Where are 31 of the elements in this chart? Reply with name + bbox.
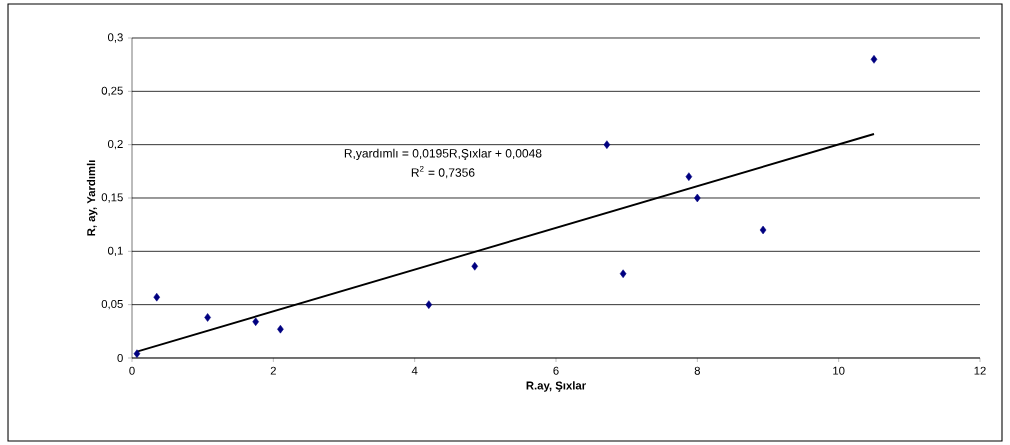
x-tick-label: 12 (974, 366, 986, 375)
y-tick-label: 0,25 (101, 86, 123, 96)
point (759, 225, 767, 235)
y-tick-label: 0,3 (107, 33, 123, 43)
annotation: R$^{2}$ = 0,7356 (411, 165, 475, 179)
point (153, 292, 161, 302)
point (694, 193, 701, 203)
point (425, 300, 433, 309)
x-tick-label: 10 (833, 366, 845, 375)
y-tick-label: 0,15 (101, 193, 123, 203)
point (133, 349, 141, 358)
y-tick-label: 0 (117, 353, 123, 362)
x-tick-label: 0 (129, 366, 135, 375)
point (252, 317, 259, 326)
point (471, 261, 479, 271)
y-tick-label: 0,2 (107, 139, 123, 150)
y-tick-label: 0,1 (107, 246, 123, 256)
point (204, 313, 211, 322)
point (685, 172, 693, 181)
annotation: R,yardımlı = 0,0195R,Şıxlar + 0,0048 (344, 148, 542, 161)
x-tick-label: 6 (553, 366, 559, 375)
x-tick-label: 4 (411, 366, 418, 375)
y-tick-label: 0,05 (101, 299, 123, 310)
x-tick-label: 8 (694, 366, 700, 375)
y-axis-title: R, ay, Yardımlı (86, 160, 98, 236)
x-tick-label: 2 (270, 366, 276, 375)
point (870, 55, 878, 64)
point (619, 269, 627, 278)
point (603, 140, 611, 149)
x-axis-title: R.ay, Şıxlar (526, 381, 586, 392)
point (277, 324, 284, 334)
